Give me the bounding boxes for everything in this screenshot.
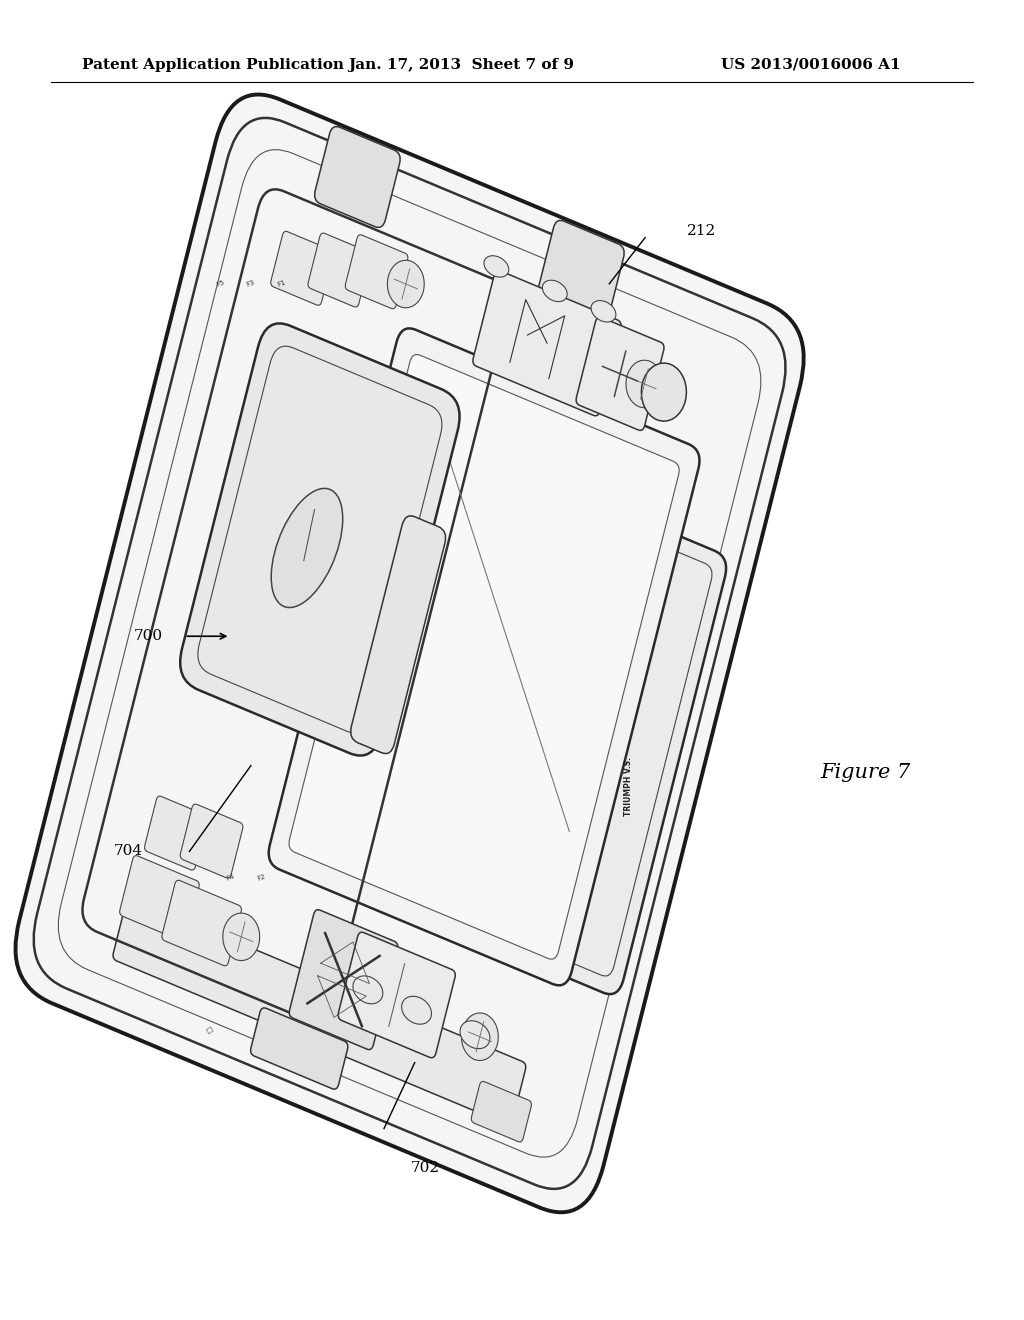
Ellipse shape [484,256,509,277]
Text: 704: 704 [114,845,142,858]
FancyBboxPatch shape [144,796,207,870]
Text: F5: F5 [215,280,225,288]
FancyBboxPatch shape [15,95,804,1212]
FancyBboxPatch shape [539,220,625,321]
FancyBboxPatch shape [120,855,200,941]
FancyBboxPatch shape [251,1008,348,1089]
Ellipse shape [591,301,615,322]
Text: US 2013/0016006 A1: US 2013/0016006 A1 [722,58,901,71]
Text: F3: F3 [246,280,256,288]
FancyBboxPatch shape [577,317,664,430]
FancyBboxPatch shape [471,1081,531,1142]
FancyBboxPatch shape [308,234,371,308]
Circle shape [223,913,260,961]
FancyBboxPatch shape [314,127,400,227]
Circle shape [387,260,424,308]
Text: ◇: ◇ [205,1024,215,1035]
Text: Jan. 17, 2013  Sheet 7 of 9: Jan. 17, 2013 Sheet 7 of 9 [348,58,573,71]
Text: F1: F1 [276,280,287,288]
Ellipse shape [353,975,383,1003]
Text: Patent Application Publication: Patent Application Publication [82,58,344,71]
Ellipse shape [271,488,343,607]
FancyBboxPatch shape [338,932,456,1057]
FancyBboxPatch shape [180,804,243,878]
FancyBboxPatch shape [289,355,679,960]
Text: 212: 212 [687,224,716,238]
FancyBboxPatch shape [113,898,525,1125]
Text: 702: 702 [411,1162,439,1175]
Ellipse shape [460,1020,489,1048]
Text: Figure 7: Figure 7 [820,763,910,781]
Circle shape [462,1012,499,1060]
FancyBboxPatch shape [473,271,622,416]
Circle shape [626,360,663,408]
FancyBboxPatch shape [289,909,397,1049]
FancyBboxPatch shape [162,880,242,966]
FancyBboxPatch shape [270,231,334,305]
Text: F4: F4 [225,874,236,882]
Text: TRIUMPH V.S.: TRIUMPH V.S. [625,758,634,816]
Ellipse shape [401,997,431,1024]
FancyBboxPatch shape [345,235,408,309]
Ellipse shape [543,280,567,301]
FancyBboxPatch shape [545,529,726,994]
Circle shape [641,363,686,421]
Text: 700: 700 [134,630,163,643]
Text: F2: F2 [256,874,266,882]
FancyBboxPatch shape [350,516,445,754]
FancyBboxPatch shape [268,329,699,985]
FancyBboxPatch shape [180,323,460,755]
